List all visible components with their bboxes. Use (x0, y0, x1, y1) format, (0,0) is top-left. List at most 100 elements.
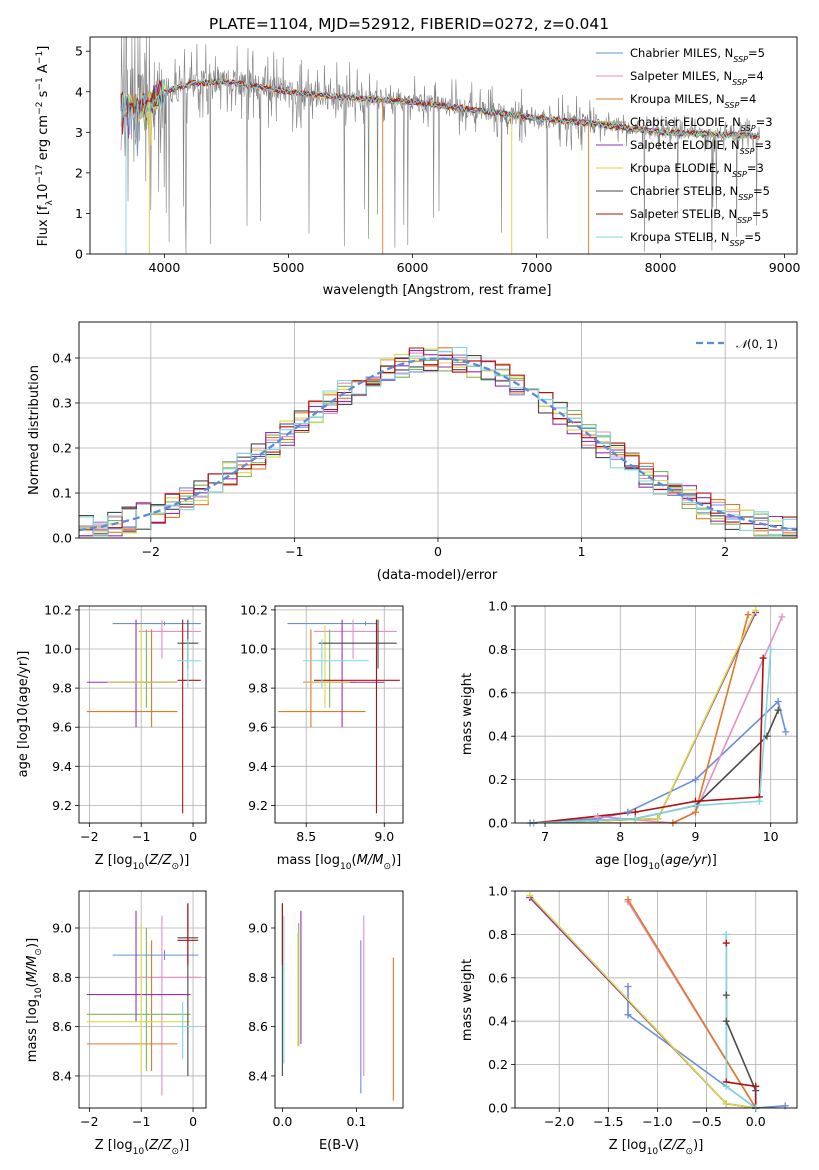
plot-area (275, 606, 403, 823)
normal-curve (79, 357, 797, 532)
y-axis-label: mass weight (460, 959, 475, 1041)
axes-frame (274, 890, 404, 1109)
weight-marker (624, 1011, 632, 1019)
weight-marker (722, 991, 730, 999)
y-tick-label: 0.4 (52, 351, 72, 366)
label-part: ( (144, 1138, 149, 1153)
label-part: Flux [f (36, 205, 51, 246)
axes-frame (78, 321, 798, 539)
label-part: )] (693, 1138, 703, 1153)
y-tick-label: 8.8 (52, 970, 72, 985)
weight-marker (763, 732, 771, 740)
label-part: )] (179, 1138, 189, 1153)
axes-frame (514, 605, 798, 824)
label-part: )] (25, 938, 40, 948)
y-tick-label: 0.0 (488, 1101, 508, 1116)
axes-age-mass: 8.5 9.0 9.2 9.4 9.6 9.8 10.0 10.2 (240, 602, 404, 844)
label-part: SSP (738, 193, 753, 202)
weight-line (533, 658, 764, 823)
x-axis-label: Z [log10(Z/Z⊙)] (95, 1138, 190, 1157)
label-part: ⊙ (172, 1147, 180, 1157)
y-tick-label: 0.0 (488, 816, 508, 831)
weight-marker (624, 808, 632, 816)
weight-line (533, 709, 779, 823)
y-tick-label: 1.0 (488, 599, 508, 614)
label-part: −1 (35, 77, 45, 90)
label-part: SSP (740, 147, 755, 156)
label-part: Salpeter MILES, N (630, 69, 732, 83)
label-part: Z/Z (148, 853, 172, 868)
y-tick-label: 8.4 (52, 1068, 72, 1083)
label-part: =5 (748, 46, 765, 60)
label-part: Kroupa MILES, N (630, 92, 725, 106)
plot-area (515, 606, 797, 823)
axes-weight-Z: −2.0 −1.5 −1.0 −0.5 0.0 0.0 0.2 0.4 0.6 0.8 1.0 (488, 884, 798, 1129)
label-part: Z/Z (662, 1138, 686, 1153)
y-tick-label: 4 (75, 84, 83, 99)
y-tick-label: 0.1 (52, 486, 72, 501)
y-tick-label: 0.0 (52, 531, 72, 546)
weight-marker (782, 728, 790, 736)
legend-entry: Kroupa MILES, NSSP=4 (630, 92, 756, 110)
y-tick-label: 9.2 (248, 798, 268, 813)
weight-marker (691, 802, 699, 810)
y-tick-label: 0.3 (52, 396, 72, 411)
label-part: M/M (25, 956, 40, 983)
x-tick-label: 0.1 (346, 1114, 366, 1129)
label-part: (0, 1) (747, 337, 778, 351)
weight-marker (722, 939, 730, 947)
y-tick-label: 0.6 (488, 685, 508, 700)
label-part: 10 (133, 1147, 145, 1157)
axes-frame (274, 605, 404, 824)
legend-entry: Salpeter ELODIE, NSSP=3 (630, 138, 771, 156)
weight-marker (722, 1017, 730, 1025)
axes-mass-Z: −2 −1 0 8.4 8.6 8.8 9.0 (52, 890, 207, 1129)
y-tick-label: 0.8 (488, 927, 508, 942)
y-tick-label: 0.4 (488, 1014, 508, 1029)
y-tick-label: 9.4 (52, 759, 72, 774)
label-part: ( (352, 853, 357, 868)
label-part: =5 (752, 207, 769, 221)
weight-marker (767, 645, 775, 653)
x-tick-label: 0 (434, 544, 442, 559)
label-part: ( (25, 982, 40, 987)
y-tick-label: 0.2 (52, 441, 72, 456)
label-part: =3 (756, 115, 773, 129)
x-tick-label: −1.0 (642, 1114, 672, 1129)
y-tick-label: 1 (75, 206, 83, 221)
x-tick-label: 6000 (397, 260, 429, 275)
label-part: 10 (133, 862, 145, 872)
x-tick-label: 4000 (149, 260, 181, 275)
x-tick-label: 0.0 (746, 1114, 766, 1129)
y-tick-label: 9.0 (248, 920, 268, 935)
x-tick-label: 9.0 (374, 829, 394, 844)
legend-entry: Chabrier ELODIE, NSSP=3 (630, 115, 773, 133)
y-axis-label: mass [log10(M/M⊙)] (25, 938, 44, 1062)
label-part: SSP (725, 101, 740, 110)
y-tick-label: 8.4 (248, 1068, 268, 1083)
axes-frame (78, 890, 207, 1109)
y-tick-label: 9.8 (248, 681, 268, 696)
label-part: Kroupa STELIB, N (630, 230, 730, 244)
x-tick-label: 9000 (769, 260, 801, 275)
weight-marker (631, 815, 639, 823)
y-tick-label: 0.6 (488, 970, 508, 985)
label-part: s (36, 90, 51, 101)
label-part: =4 (747, 69, 764, 83)
x-tick-label: 0.0 (272, 1114, 292, 1129)
label-part: ( (660, 853, 665, 868)
label-part: λ (45, 200, 55, 206)
weight-marker (774, 706, 782, 714)
plot-area (515, 891, 797, 1108)
x-tick-label: 7 (541, 829, 549, 844)
y-tick-label: 8.6 (52, 1019, 72, 1034)
y-tick-label: 10.0 (240, 642, 268, 657)
y-tick-label: 9.8 (52, 681, 72, 696)
x-tick-label: 8 (616, 829, 624, 844)
label-part: mass [log (277, 853, 340, 868)
weight-marker (691, 808, 699, 816)
model-spectrum (120, 78, 760, 139)
label-part: 10 (340, 862, 352, 872)
label-part: Salpeter STELIB, N (630, 207, 737, 221)
axes-residuals: −2 −1 0 1 2 0.0 0.1 0.2 0.3 0.4 𝒩(0, 1) (52, 321, 798, 559)
